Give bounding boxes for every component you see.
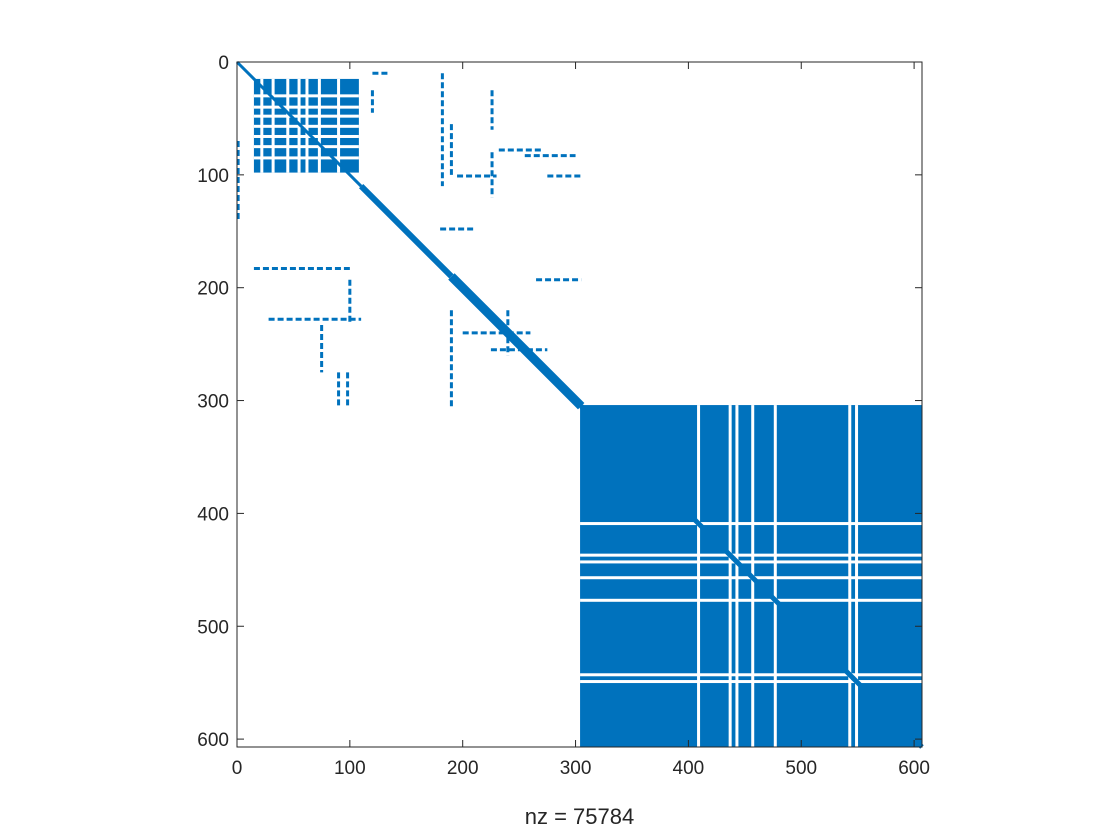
x-tick-label: 600 xyxy=(898,758,930,779)
upper-block-empty-row xyxy=(253,134,359,138)
dense-block-empty-row xyxy=(580,680,922,684)
dense-block-empty-column xyxy=(855,405,859,747)
spy-plot-area xyxy=(235,60,924,749)
dense-block-empty-column xyxy=(773,405,777,747)
x-tick-label: 200 xyxy=(447,758,479,779)
y-tick-label: 200 xyxy=(197,279,229,300)
diagonal-band-0 xyxy=(235,60,363,188)
upper-block-empty-row xyxy=(253,124,359,128)
dense-block-empty-row xyxy=(580,673,922,677)
upper-block-empty-row xyxy=(253,114,359,118)
upper-block-empty-row xyxy=(253,105,359,109)
x-tick-label: 500 xyxy=(785,758,817,779)
diagonal-band-3 xyxy=(579,404,924,749)
upper-block-empty-row xyxy=(253,156,359,160)
x-axis-label: nz = 75784 xyxy=(525,804,634,829)
axes-box xyxy=(236,61,923,748)
x-tick-label: 0 xyxy=(232,758,243,779)
diagonal-band-2 xyxy=(448,273,585,410)
y-tick-label: 300 xyxy=(197,392,229,413)
dense-block-empty-column xyxy=(735,405,739,747)
dense-block-empty-row xyxy=(580,522,922,526)
y-tick-label: 100 xyxy=(197,166,229,187)
x-tick-label: 400 xyxy=(673,758,705,779)
x-tick-label: 100 xyxy=(334,758,366,779)
dense-block-empty-column xyxy=(848,405,852,747)
dense-block-empty-column xyxy=(728,405,732,747)
y-tick-label: 400 xyxy=(197,504,229,525)
y-tick-label: 0 xyxy=(218,53,229,74)
x-tick-label: 300 xyxy=(560,758,592,779)
dense-block-empty-column xyxy=(697,405,701,747)
dense-block-empty-row xyxy=(580,560,922,564)
dense-block-empty-row xyxy=(580,598,922,602)
diagonal-band-1 xyxy=(359,184,454,279)
upper-block-empty-row xyxy=(253,145,359,149)
y-tick-label: 600 xyxy=(197,730,229,751)
upper-block-empty-row xyxy=(253,94,359,98)
dense-block-empty-row xyxy=(580,553,922,557)
y-tick-label: 500 xyxy=(197,617,229,638)
